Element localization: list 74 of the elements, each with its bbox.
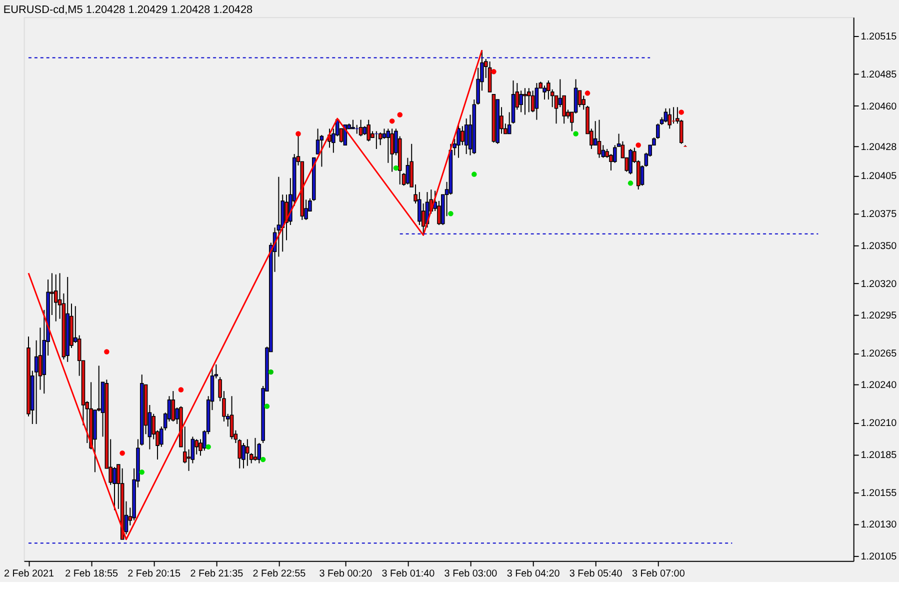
point [104, 349, 110, 354]
y-tick-label: 1.20405 [860, 171, 898, 182]
y-tick-label: 1.20130 [860, 520, 898, 531]
candlestick [246, 438, 250, 466]
candlestick [523, 88, 527, 116]
candlestick [460, 126, 464, 146]
y-tick-label: 1.20240 [860, 380, 898, 392]
point [206, 444, 211, 450]
candlestick [390, 128, 394, 172]
candlestick [527, 88, 531, 113]
point [628, 180, 634, 186]
candlestick [230, 396, 234, 440]
candlestick [242, 442, 246, 469]
candlestick [464, 118, 468, 155]
candlestick [253, 437, 258, 462]
point [389, 118, 395, 124]
x-tick-label: 3 Feb 05:40 [569, 568, 623, 580]
x-tick-label: 3 Feb 03:00 [444, 568, 498, 580]
candlestick [171, 390, 176, 422]
y-tick-label: 1.20485 [860, 70, 898, 81]
point [393, 165, 399, 171]
x-tick-label: 2 Feb 18:55 [65, 568, 118, 580]
y-tick-label: 1.20460 [860, 101, 898, 112]
point [178, 387, 184, 392]
x-tick-label: 2 Feb 20:15 [128, 568, 182, 580]
point [678, 110, 684, 115]
point [636, 142, 641, 148]
point [584, 90, 590, 96]
x-tick-label: 3 Feb 04:20 [506, 568, 560, 580]
point [296, 131, 301, 136]
chart-title: EURUSD-cd,M5 1.20428 1.20429 1.20428 1.20428 [3, 4, 253, 16]
candlestick [34, 340, 38, 424]
point [472, 172, 477, 177]
x-tick-label: 3 Feb 01:40 [382, 568, 436, 580]
x-tick-label: 2 Feb 21:35 [190, 568, 244, 580]
y-tick-label: 1.20210 [860, 418, 898, 430]
candlestick [628, 148, 632, 175]
y-tick-label: 1.20350 [860, 240, 898, 252]
candlestick [54, 274, 58, 322]
point [573, 131, 578, 136]
x-tick-label: 3 Feb 07:00 [632, 568, 686, 580]
y-tick-label: 1.20105 [860, 551, 898, 562]
y-tick-label: 1.20185 [860, 450, 898, 461]
candlestick [358, 119, 363, 137]
candlestick [534, 82, 539, 120]
y-tick-label: 1.20295 [860, 310, 898, 322]
candlestick [257, 442, 262, 464]
point [491, 69, 496, 74]
candlestick [343, 124, 348, 146]
point [120, 450, 125, 456]
point [397, 112, 403, 118]
x-tick-label: 2 Feb 22:55 [252, 568, 306, 580]
x-tick-label: 3 Feb 00:20 [319, 568, 373, 580]
candlestick [519, 90, 523, 113]
point [264, 404, 270, 409]
candlestick [366, 119, 370, 142]
line-series [28, 49, 483, 540]
y-tick-label: 1.20155 [860, 488, 898, 499]
candlestick [456, 123, 460, 158]
candlestick [668, 108, 672, 130]
candlestick [406, 157, 410, 185]
point [268, 369, 274, 375]
candlestick [597, 119, 602, 158]
candlestick [378, 132, 382, 146]
y-tick-label: 1.20515 [860, 32, 898, 43]
point [448, 210, 454, 216]
y-tick-label: 1.20428 [860, 142, 898, 153]
y-tick-label: 1.20265 [860, 348, 898, 360]
y-tick-label: 1.20320 [860, 278, 898, 290]
point [139, 470, 144, 475]
y-tick-label: 1.20375 [860, 209, 898, 220]
point [260, 456, 266, 462]
x-tick-label: 2 Feb 2021 [4, 568, 55, 580]
candlestick [382, 128, 386, 140]
